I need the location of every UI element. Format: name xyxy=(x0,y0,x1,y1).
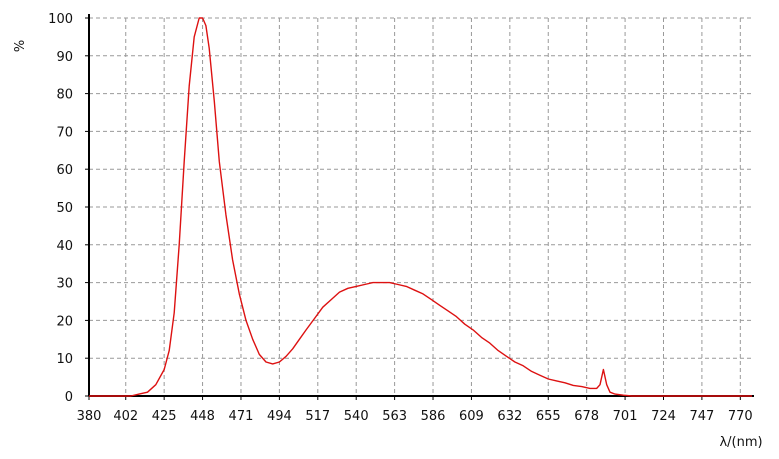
x-tick-label: 609 xyxy=(459,409,484,424)
x-tick-label: 380 xyxy=(77,409,102,424)
x-tick-label: 402 xyxy=(113,409,138,424)
y-tick-label: 50 xyxy=(56,201,73,216)
y-tick-label: 20 xyxy=(56,314,73,329)
x-tick-label: 678 xyxy=(574,409,599,424)
x-tick-label: 747 xyxy=(689,409,714,424)
y-tick-label: 40 xyxy=(56,239,73,254)
spectrum-line xyxy=(89,17,752,397)
x-tick-label: 448 xyxy=(190,409,215,424)
x-tick-label: 494 xyxy=(267,409,292,424)
y-axis-label: % xyxy=(13,40,28,52)
y-tick-label: 10 xyxy=(56,352,73,367)
x-tick-label: 632 xyxy=(497,409,522,424)
series-layer xyxy=(89,17,752,397)
x-tick-label: 724 xyxy=(651,409,676,424)
y-tick-label: 70 xyxy=(56,125,73,140)
tick-labels: 380 402 425 448 471 494 517 540 563 586 609 632 655 6… xyxy=(48,12,753,424)
x-tick-label: 563 xyxy=(382,409,407,424)
x-tick-label: 701 xyxy=(613,409,638,424)
x-tick-label: 540 xyxy=(344,409,369,424)
x-tick-label: 425 xyxy=(152,409,177,424)
x-axis-label: λ/(nm) xyxy=(719,435,762,450)
x-tick-label: 655 xyxy=(536,409,561,424)
y-tick-label: 30 xyxy=(56,277,73,292)
grid xyxy=(89,17,752,396)
x-tick-label: 517 xyxy=(305,409,330,424)
x-tick-label: 586 xyxy=(421,409,446,424)
y-tick-label: 0 xyxy=(65,390,73,405)
x-tick-label: 471 xyxy=(229,409,254,424)
x-tick-label: 770 xyxy=(728,409,753,424)
y-tick-label: 80 xyxy=(56,88,73,103)
y-tick-label: 90 xyxy=(56,50,73,65)
y-tick-label: 60 xyxy=(56,163,73,178)
y-tick-label: 100 xyxy=(48,12,73,27)
